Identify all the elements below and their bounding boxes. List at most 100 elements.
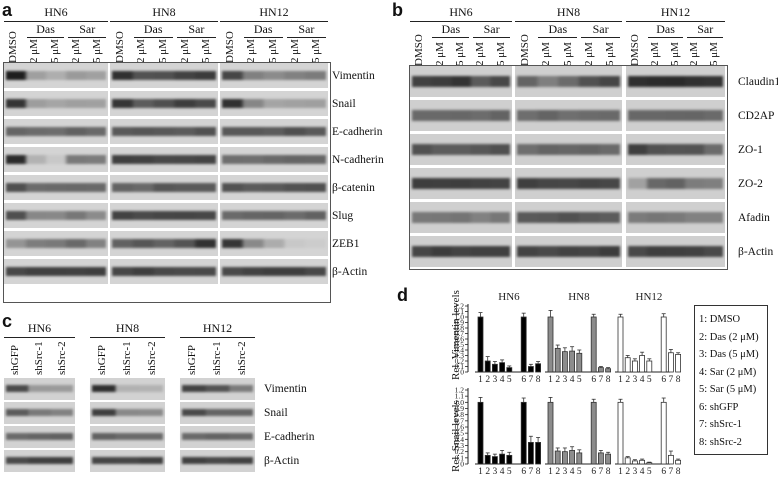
bar <box>660 401 667 465</box>
lane-label: shSrc-2 <box>56 341 69 375</box>
bar <box>631 360 638 373</box>
blot-strip <box>410 134 512 165</box>
bar <box>492 456 498 465</box>
protein-label: ZO-1 <box>738 143 763 156</box>
cell-line-label: HN8 <box>556 5 581 19</box>
blot-strip <box>626 236 725 267</box>
x-tick-label: 2 <box>555 467 560 477</box>
bar <box>605 368 612 373</box>
treatment-divider <box>286 37 326 38</box>
protein-label: Snail <box>332 97 356 110</box>
x-tick-label: 7 <box>599 467 604 477</box>
group-divider <box>110 21 218 22</box>
protein-band <box>6 267 106 276</box>
protein-band <box>182 409 253 416</box>
lane-label: 2 μM <box>245 39 258 63</box>
treatment-divider <box>687 37 723 38</box>
y-tick-label: 0.1 <box>455 453 465 462</box>
bar <box>597 367 604 373</box>
lane-label: shSrc-2 <box>235 341 248 375</box>
x-tick-label: 6 <box>661 467 666 477</box>
blot-strip <box>220 119 328 144</box>
x-tick-label: 2 <box>485 467 490 477</box>
panel-a-frame <box>3 62 331 303</box>
x-tick-label: 4 <box>570 467 575 477</box>
bar <box>528 442 534 465</box>
blot-strip <box>4 119 108 144</box>
legend-item: 2: Das (2 μM) <box>699 331 759 343</box>
x-tick-label: 1 <box>548 467 553 477</box>
treatment-divider <box>647 37 684 38</box>
blot-strip <box>4 63 108 88</box>
x-tick-label: 8 <box>606 467 611 477</box>
x-tick-label: 5 <box>577 467 582 477</box>
x-tick-label: 3 <box>633 467 638 477</box>
protein-band <box>222 155 326 164</box>
lane-label: 2 μM <box>69 39 82 63</box>
x-tick-label: 4 <box>500 467 505 477</box>
x-tick-label: 7 <box>529 467 534 477</box>
lane-label: 5 μM <box>267 39 279 63</box>
blot-strip <box>4 402 75 424</box>
protein-band <box>412 246 510 257</box>
protein-label: β-Actin <box>332 265 368 278</box>
x-tick-label: 1 <box>478 467 483 477</box>
blot-strip <box>4 450 75 472</box>
lane-label: shGFP <box>8 345 21 375</box>
protein-band <box>112 211 216 220</box>
y-tick-label: 1.1 <box>455 307 465 316</box>
lane-label: shGFP <box>95 345 108 375</box>
y-tick-label: 1.2 <box>455 386 465 395</box>
blot-strip <box>110 63 218 88</box>
legend-item: 7: shSrc-1 <box>699 419 742 430</box>
protein-band <box>6 385 73 392</box>
blot-strip <box>410 202 512 233</box>
x-tick-label: 7 <box>599 375 604 385</box>
blot-strip <box>220 203 328 228</box>
treatment-divider <box>581 37 620 38</box>
protein-band <box>222 71 326 80</box>
lane-label: shGFP <box>185 345 198 375</box>
lane-label: DMSO <box>518 34 531 66</box>
blot-strip <box>515 134 622 165</box>
lane-label: shSrc-1 <box>32 341 45 375</box>
snail-ylabel: Rel. Snail levels <box>450 400 462 472</box>
group-title: HN12 <box>636 292 663 303</box>
lane-label: 2 μM <box>474 42 487 66</box>
protein-band <box>517 110 620 121</box>
lane-label: shSrc-2 <box>145 341 158 375</box>
treatment-label: Das <box>36 22 55 36</box>
bar <box>569 450 575 465</box>
blot-strip <box>410 100 512 131</box>
treatment-label: Sar <box>483 22 500 36</box>
protein-band <box>628 178 723 189</box>
y-tick-label: 0.4 <box>455 346 465 355</box>
bar <box>562 451 568 465</box>
lane-label: 5 μM <box>708 42 721 66</box>
protein-band <box>222 183 326 192</box>
protein-band <box>112 183 216 192</box>
treatment-label: Das <box>253 22 273 36</box>
y-tick-label: 0.8 <box>455 324 465 333</box>
bar <box>639 459 646 465</box>
group-divider <box>180 337 255 338</box>
protein-band <box>6 71 106 80</box>
bar <box>506 367 513 373</box>
blot-strip <box>410 66 512 97</box>
blot-strip <box>220 91 328 116</box>
x-tick-label: 1 <box>618 467 623 477</box>
legend: 1: DMSO 2: Das (2 μM) 3: Das (5 μM) 4: S… <box>694 305 768 455</box>
treatment-divider <box>243 37 283 38</box>
blot-strip <box>4 231 108 256</box>
x-tick-label: 5 <box>647 375 652 385</box>
blot-strip <box>515 168 622 199</box>
y-tick-label: 0.3 <box>455 351 465 360</box>
x-tick-label: 6 <box>521 375 526 385</box>
blot-strip <box>515 66 622 97</box>
blot-strip <box>110 91 218 116</box>
x-tick-label: 2 <box>625 467 630 477</box>
bar <box>576 452 583 465</box>
x-tick-label: 4 <box>640 375 645 385</box>
bar <box>520 316 527 373</box>
protein-label: β-Actin <box>264 455 300 467</box>
